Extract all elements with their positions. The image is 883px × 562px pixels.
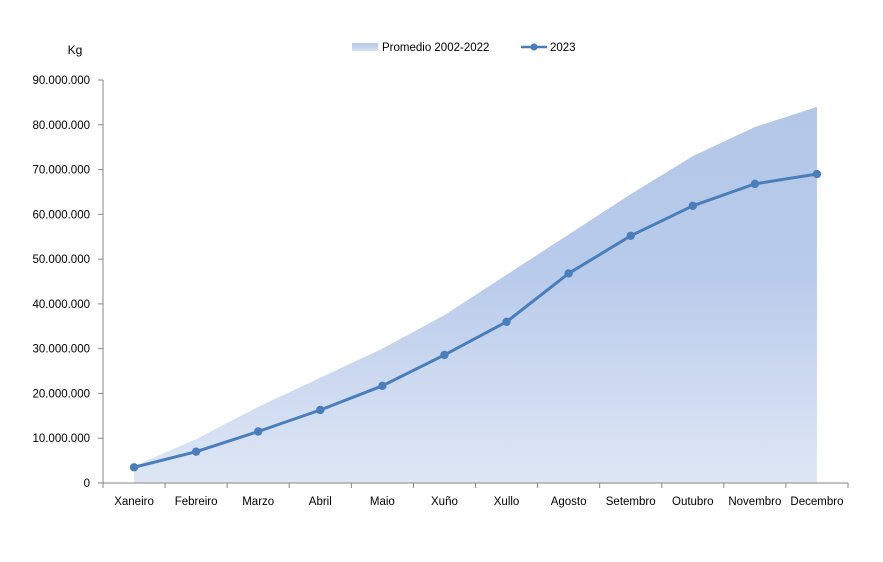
legend: Promedio 2002-2022 2023 [352,42,576,54]
data-point-2023 [378,381,387,391]
data-point-2023 [440,350,449,360]
y-tick-label: 80.000.000 [32,120,90,132]
data-point-2023 [564,269,573,278]
data-point-2023 [191,447,201,456]
y-tick-label: 40.000.000 [32,299,90,311]
y-tick-label: 60.000.000 [32,209,90,221]
data-point-2023 [502,317,511,326]
data-point-2023 [750,179,760,189]
legend-label-2023: 2023 [550,42,576,54]
data-point-2023 [626,231,635,241]
y-tick-label: 10.000.000 [32,433,90,445]
x-tick-label: Agosto [551,496,587,508]
y-tick-label: 20.000.000 [32,388,90,400]
data-point-2023 [688,201,697,211]
x-tick-label: Febreiro [175,496,218,508]
x-tick-label: Decembro [790,496,843,508]
x-tick-label: Marzo [242,496,274,508]
legend-swatch-marker [530,43,538,51]
y-tick-label: 0 [84,478,90,490]
legend-swatch-area [352,43,378,51]
data-point-2023 [254,427,263,436]
plot-area: 0 10.000.000 20.000.000 30.000.000 40.000.00… [32,75,849,508]
x-tick-label: Xullo [494,496,520,508]
x-tick-label: Setembro [606,496,656,508]
legend-label-average: Promedio 2002-2022 [382,42,489,54]
x-tick-label: Xuño [431,496,458,508]
line-series-2023 [133,172,818,469]
y-tick-label: 30.000.000 [32,344,90,356]
y-tick-label: 70.000.000 [32,165,90,177]
data-point-2023 [316,405,325,415]
x-tick-label: Novembro [728,496,781,508]
y-tick-label: 90.000.000 [32,75,90,87]
data-point-2023 [812,169,822,179]
area-series-average [134,106,817,483]
y-tick-label: 50.000.000 [32,254,90,266]
x-tick-label: Abril [309,496,332,508]
x-tick-label: Maio [370,496,395,508]
y-axis-unit-label: Kg [68,43,83,57]
data-point-2023 [129,463,139,472]
x-tick-label: Xaneiro [114,496,154,508]
x-tick-label: Outubro [672,496,714,508]
